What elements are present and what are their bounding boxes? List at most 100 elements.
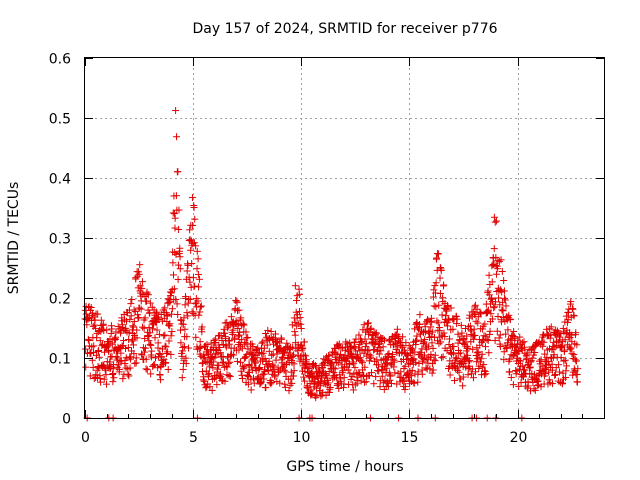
data-point: [570, 312, 578, 320]
data-point: [190, 204, 198, 212]
data-point: [96, 374, 104, 382]
data-point: [194, 297, 202, 305]
data-point: [141, 344, 149, 352]
data-point: [354, 373, 362, 381]
data-point: [295, 290, 303, 298]
data-point: [176, 253, 184, 261]
data-point: [165, 321, 173, 329]
data-point: [457, 321, 465, 329]
data-point: [174, 261, 182, 269]
data-point: [164, 365, 172, 373]
data-point: [446, 371, 454, 379]
data-point: [226, 373, 234, 381]
data-point: [480, 361, 488, 369]
data-point: [370, 380, 378, 388]
data-point: [301, 352, 309, 360]
data-point: [466, 357, 474, 365]
data-point: [445, 316, 453, 324]
data-point: [201, 354, 209, 362]
data-point: [492, 270, 500, 278]
data-point: [337, 350, 345, 358]
data-point: [91, 316, 99, 324]
data-point: [206, 383, 214, 391]
data-point: [130, 306, 138, 314]
y-axis-label: SRMTID / TECUs: [6, 182, 22, 295]
data-point: [291, 328, 299, 336]
data-point: [416, 311, 424, 319]
data-point: [195, 275, 203, 283]
data-point: [507, 373, 515, 381]
data-point: [496, 342, 504, 350]
data-point: [256, 364, 264, 372]
data-point: [191, 282, 199, 290]
data-point: [336, 375, 344, 383]
data-point: [155, 316, 163, 324]
data-point: [434, 319, 442, 327]
data-point: [179, 320, 187, 328]
data-point: [197, 343, 205, 351]
data-point: [100, 327, 108, 335]
data-point: [186, 236, 194, 244]
data-point: [133, 326, 141, 334]
data-point: [486, 327, 494, 335]
data-point: [356, 354, 364, 362]
data-point: [473, 305, 481, 313]
data-point: [379, 334, 387, 342]
data-point: [94, 363, 102, 371]
data-point: [132, 274, 140, 282]
data-point: [551, 371, 559, 379]
data-point: [461, 355, 469, 363]
data-point: [557, 330, 565, 338]
data-point: [268, 379, 276, 387]
data-point: [481, 371, 489, 379]
data-point: [165, 337, 173, 345]
data-point: [166, 298, 174, 306]
data-point: [366, 372, 374, 380]
data-point: [492, 298, 500, 306]
data-point: [514, 336, 522, 344]
data-point: [485, 271, 493, 279]
data-point: [98, 342, 106, 350]
data-point: [297, 324, 305, 332]
data-point: [377, 347, 385, 355]
data-point: [418, 370, 426, 378]
data-point: [485, 349, 493, 357]
x-tick-label: 20: [510, 430, 528, 446]
data-point: [390, 358, 398, 366]
data-point: [434, 250, 442, 258]
data-point: [500, 356, 508, 364]
data-point: [481, 320, 489, 328]
data-point: [133, 334, 141, 342]
data-point: [174, 310, 182, 318]
data-point: [168, 305, 176, 313]
data-point: [125, 372, 133, 380]
data-point: [242, 328, 250, 336]
data-point: [572, 357, 580, 365]
data-point: [500, 287, 508, 295]
data-point: [446, 335, 454, 343]
data-point: [173, 300, 181, 308]
data-point: [520, 343, 528, 351]
data-point: [97, 378, 105, 386]
data-point: [421, 336, 429, 344]
data-point: [516, 333, 524, 341]
data-points: [81, 107, 582, 422]
data-point: [259, 338, 267, 346]
y-tick-label: 0.2: [49, 292, 71, 308]
data-point: [365, 351, 373, 359]
data-point: [151, 334, 159, 342]
data-point: [494, 313, 502, 321]
data-point: [311, 361, 319, 369]
data-point: [555, 361, 563, 369]
data-point: [331, 365, 339, 373]
data-point: [103, 326, 111, 334]
axis-ticks: 0 0.1 0.2 0.3 0.4 0.5 0.6 0 5 10 15 20: [49, 52, 604, 446]
data-point: [445, 341, 453, 349]
data-point: [545, 368, 553, 376]
data-point: [393, 325, 401, 333]
data-point: [548, 366, 556, 374]
data-point: [180, 343, 188, 351]
data-point: [567, 344, 575, 352]
data-point: [571, 355, 579, 363]
data-point: [478, 350, 486, 358]
